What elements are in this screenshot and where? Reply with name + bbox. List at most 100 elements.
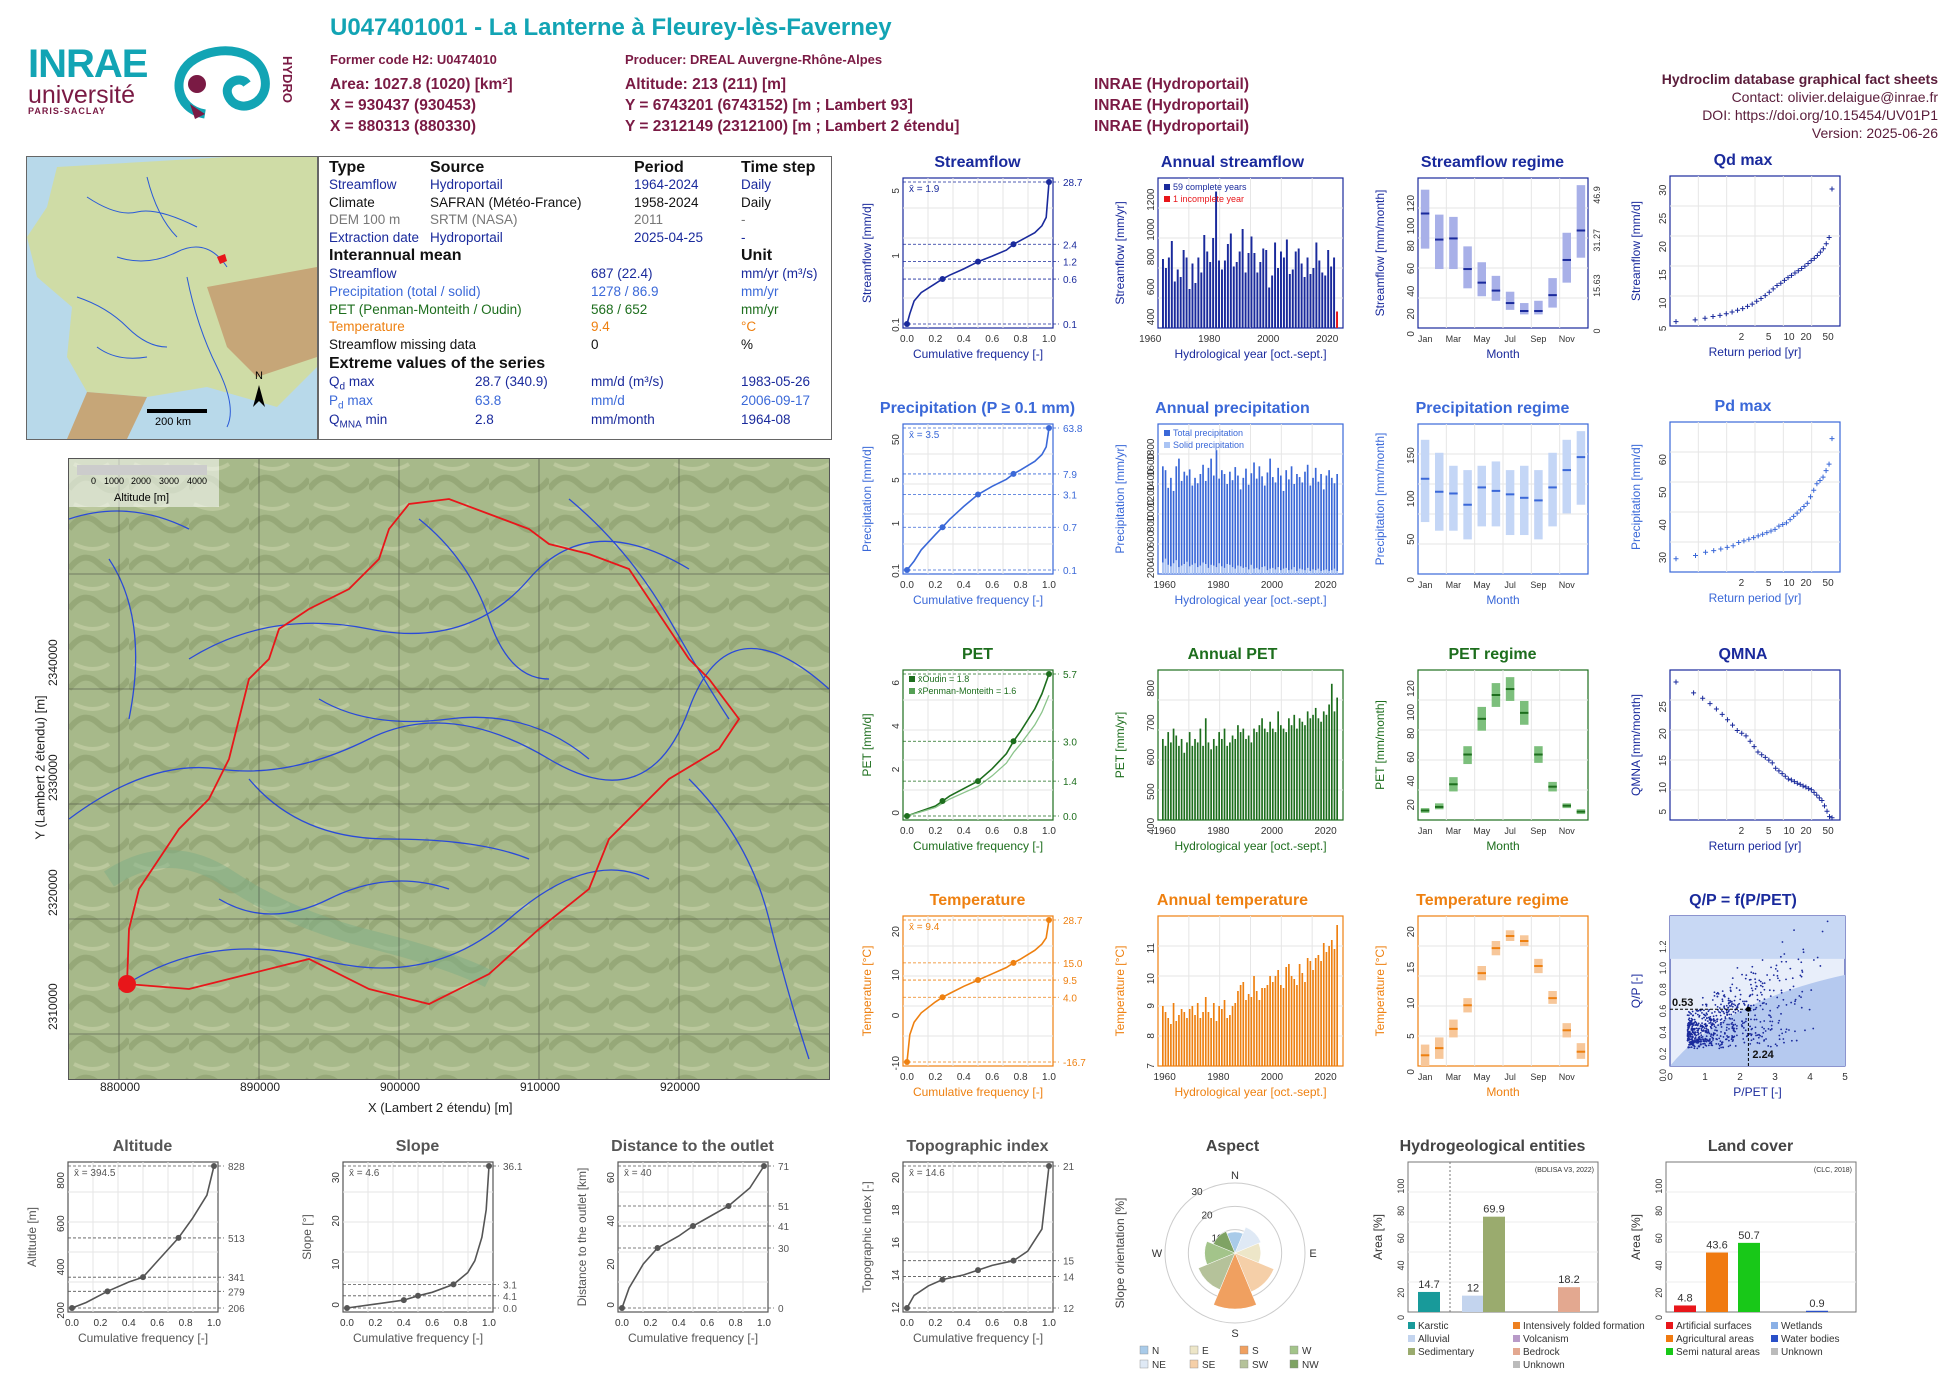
annual-bar [1229, 233, 1232, 328]
qp-point [1721, 990, 1724, 993]
y-tick: 1400 [1146, 469, 1157, 492]
share-bar [1674, 1305, 1696, 1312]
solid-bar [1242, 567, 1245, 574]
regime-box [1534, 470, 1543, 540]
qp-point [1750, 987, 1753, 990]
rp-point [1779, 771, 1785, 777]
catchment-map[interactable]: 0 1000 2000 3000 4000 Altitude [m] [68, 458, 830, 1080]
x-tick: 0.2 [368, 1318, 382, 1329]
qp-point [1777, 977, 1779, 980]
qp-point [1722, 1046, 1724, 1049]
solid-bar [1194, 563, 1196, 574]
annual-bar [1223, 260, 1226, 328]
qp-point [1759, 980, 1762, 983]
annual-bar [1221, 470, 1223, 574]
rp-point [1808, 494, 1814, 500]
solid-bar [1247, 569, 1250, 574]
y-tick: 9 [1146, 1003, 1157, 1009]
doi-link[interactable]: DOI: https://doi.org/10.15454/UV01P1 [1702, 107, 1938, 123]
x-tick: 2 [1739, 826, 1745, 837]
qp-point [1808, 1008, 1811, 1011]
chart-land_cover: Land cover (CLC, 2018) 4.8 43.6 50.7 0.9 0 20 40… [1628, 1138, 1873, 1378]
qp-point [1792, 985, 1795, 988]
annual-bar [1296, 728, 1298, 820]
month-tick: Mar [1446, 334, 1462, 344]
qp-point [1691, 1025, 1694, 1028]
info-row: Streamflow Hydroportail 1964-2024 Daily [329, 177, 772, 192]
annual-bar [1320, 474, 1322, 574]
quantile-value: 28.7 [1063, 178, 1083, 189]
legend-swatch [1666, 1322, 1673, 1329]
rp-point [1762, 293, 1768, 299]
x-axis-label: Cumulative frequency [-] [913, 1085, 1043, 1099]
qp-point [1708, 1042, 1711, 1045]
qp-point [1761, 1035, 1763, 1038]
rp-point [1768, 528, 1774, 534]
x-tick: 0.8 [179, 1318, 193, 1329]
qp-point [1690, 1035, 1692, 1038]
y-tick: 0.4 [1658, 1026, 1668, 1039]
rp-point [1692, 317, 1698, 323]
rp-point [1808, 787, 1814, 793]
y-tick: 80 [1396, 1206, 1406, 1216]
y-tick: 10 [1658, 297, 1669, 309]
x-tick: 0.6 [150, 1318, 164, 1329]
y-tick: 20 [891, 926, 902, 938]
annual-bar [1318, 260, 1321, 328]
y-tick-right: 31.27 [1592, 229, 1602, 252]
rp-point [1780, 522, 1786, 528]
qp-point [1710, 1033, 1713, 1036]
qp-point [1689, 1041, 1692, 1044]
qp-point [1716, 1034, 1719, 1037]
month-tick: Sep [1530, 1072, 1546, 1082]
qp-point [1723, 1012, 1726, 1015]
annual-bar [1277, 268, 1279, 328]
rp-point [1829, 815, 1835, 821]
qp-point [1701, 1038, 1704, 1041]
x-tick: 1 [1702, 1072, 1708, 1083]
share-bar [1806, 1310, 1828, 1312]
qp-point [1768, 979, 1771, 981]
qp-point [1712, 1015, 1715, 1018]
annual-bar [1280, 725, 1282, 820]
x-tick: 0.2 [928, 1318, 942, 1329]
solid-bar [1312, 569, 1314, 574]
y-axis-label: Distance to the outlet [km] [575, 1168, 589, 1307]
annual-bar [1209, 262, 1212, 328]
contact: Contact: olivier.delaigue@inrae.fr [1731, 89, 1938, 105]
qp-point [1691, 1024, 1694, 1026]
x-tick: 2000 [1257, 334, 1280, 345]
annual-bar [1170, 1024, 1172, 1066]
y-tick: 0 [331, 1302, 342, 1308]
qp-point [1696, 1013, 1699, 1016]
rp-point [1741, 538, 1747, 544]
mean-label: x̄ = 4.6 [349, 1168, 380, 1179]
annual-bar [1293, 484, 1296, 574]
rp-point [1703, 549, 1709, 555]
annual-bar [1293, 714, 1296, 820]
y-tick: 80 [1406, 727, 1417, 739]
qp-point [1723, 995, 1726, 998]
annual-bar [1204, 480, 1207, 574]
info-row: DEM 100 m SRTM (NASA) 2011- [329, 212, 746, 227]
annual-bar [1258, 1000, 1261, 1066]
qp-point [1777, 1022, 1780, 1024]
qp-point [1800, 975, 1803, 978]
annual-bar [1200, 272, 1203, 328]
annual-bar [1247, 484, 1250, 574]
y-axis-label: Precipitation [mm/d] [1629, 444, 1643, 550]
regime-box [1576, 185, 1586, 258]
y-axis-label: Precipitation [mm/d] [860, 446, 874, 552]
chart-title: Aspect [1205, 1138, 1260, 1155]
x-tick: 0.8 [729, 1318, 743, 1329]
annual-bar [1229, 742, 1231, 820]
qp-point [1734, 995, 1737, 998]
rp-point [1823, 468, 1829, 474]
qp-point [1741, 1022, 1744, 1025]
annual-bar [1333, 257, 1336, 328]
annual-bar [1204, 997, 1207, 1066]
y-axis-label: Streamflow [mm/month] [1373, 190, 1387, 317]
qp-point [1765, 1038, 1767, 1040]
regime-box [1449, 216, 1458, 270]
qp-point [1688, 1039, 1690, 1041]
